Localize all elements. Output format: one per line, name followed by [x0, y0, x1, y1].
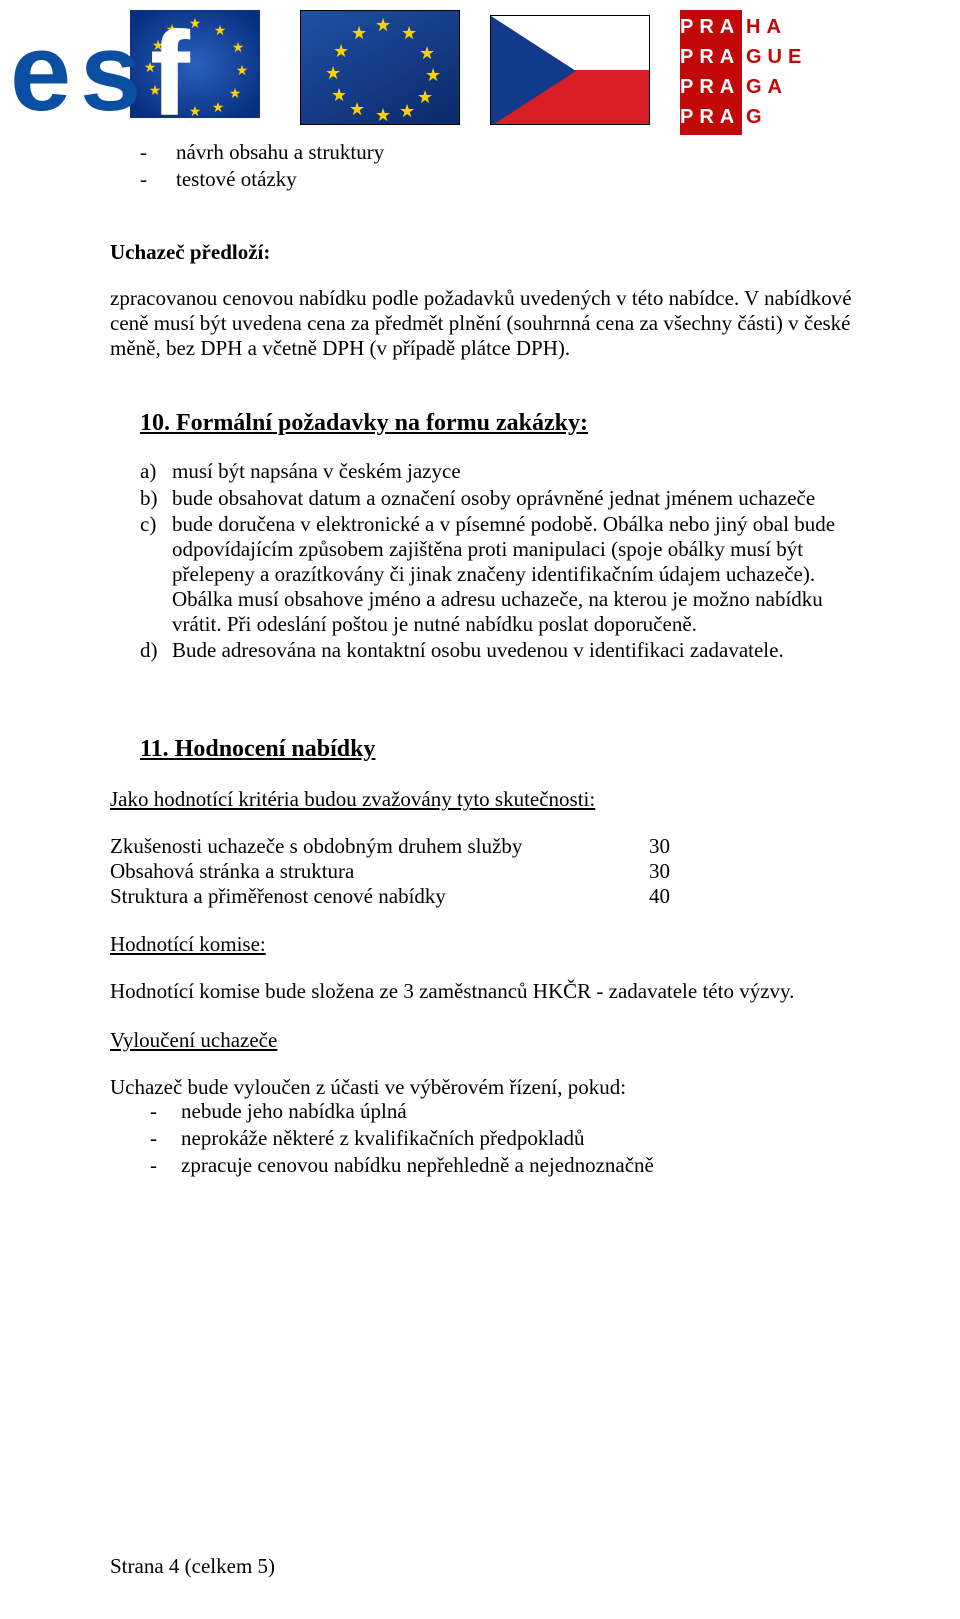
vylouceni-heading: Vyloučení uchazeče [110, 1028, 860, 1053]
criteria-label-3: Struktura a přiměřenost cenové nabídky [110, 884, 610, 909]
praha-right-1: HA [746, 12, 810, 42]
criteria-label-1: Zkušenosti uchazeče s obdobným druhem sl… [110, 834, 610, 859]
criteria-label-2: Obsahová stránka a struktura [110, 859, 610, 884]
dash-icon: - [150, 1099, 157, 1124]
item-marker-d: d) [140, 638, 162, 663]
section-11-number: 11. [140, 736, 169, 762]
dash-icon: - [140, 140, 152, 165]
table-row: Zkušenosti uchazeče s obdobným druhem sl… [110, 834, 860, 859]
praha-right-4: G [746, 102, 810, 132]
list-item: - nebude jeho nabídka úplná [150, 1099, 860, 1124]
svg-text:★: ★ [189, 17, 202, 32]
praha-left-1: PRA [680, 12, 738, 42]
item-marker-c: c) [140, 512, 162, 636]
eu-flag-logo: ★ ★ ★ ★ ★ ★ ★ ★ ★ ★ ★ ★ [300, 10, 460, 125]
praha-logo: PRA PRA PRA PRA HA GUE GA G [680, 10, 810, 135]
dash-icon: - [150, 1153, 157, 1178]
criteria-value-1: 30 [610, 834, 670, 859]
dash-icon: - [140, 167, 152, 192]
czech-flag-logo [490, 15, 650, 125]
criteria-intro: Jako hodnotící kritéria budou zvažovány … [110, 787, 860, 812]
komise-heading: Hodnotící komise: [110, 932, 860, 957]
document-content: - návrh obsahu a struktury - testové otá… [0, 135, 960, 1178]
svg-text:★: ★ [236, 64, 249, 79]
item-marker-b: b) [140, 486, 162, 511]
svg-text:s: s [80, 11, 141, 130]
table-row: Struktura a přiměřenost cenové nabídky 4… [110, 884, 860, 909]
section-10-title: Formální požadavky na formu zakázky: [176, 410, 588, 436]
criteria-value-3: 40 [610, 884, 670, 909]
dash-icon: - [150, 1126, 157, 1151]
list-item: b) bude obsahovat datum a označení osoby… [140, 486, 860, 511]
list-item: c) bude doručena v elektronické a v píse… [140, 512, 860, 636]
vylouceni-item-3: zpracuje cenovou nabídku nepřehledně a n… [181, 1153, 654, 1178]
criteria-table: Zkušenosti uchazeče s obdobným druhem sl… [110, 834, 860, 908]
komise-text: Hodnotící komise bude složena ze 3 zaměs… [110, 979, 860, 1004]
list-item: a) musí být napsána v českém jazyce [140, 459, 860, 484]
svg-text:★: ★ [212, 101, 225, 116]
item-text-b: bude obsahovat datum a označení osoby op… [172, 486, 860, 511]
page-footer: Strana 4 (celkem 5) [110, 1554, 275, 1579]
svg-text:e: e [10, 11, 71, 130]
uchazec-paragraph: zpracovanou cenovou nabídku podle požada… [110, 286, 860, 360]
criteria-value-2: 30 [610, 859, 670, 884]
section-10-heading: 10. Formální požadavky na formu zakázky: [140, 409, 860, 437]
praha-left-3: PRA [680, 72, 738, 102]
table-row: Obsahová stránka a struktura 30 [110, 859, 860, 884]
section-10-list: a) musí být napsána v českém jazyce b) b… [140, 459, 860, 663]
section-10-number: 10. [140, 410, 170, 436]
praha-left-2: PRA [680, 42, 738, 72]
intro-bullet-1: návrh obsahu a struktury [176, 140, 384, 165]
item-text-a: musí být napsána v českém jazyce [172, 459, 860, 484]
list-item: - testové otázky [140, 167, 860, 192]
esf-logo: ★★ ★★ ★★ ★★ ★★ ★★ e s f [10, 10, 270, 130]
praha-left-4: PRA [680, 102, 738, 132]
vylouceni-item-2: neprokáže některé z kvalifikačních předp… [181, 1126, 584, 1151]
section-11-heading: 11. Hodnocení nabídky [140, 735, 860, 763]
section-11-title: Hodnocení nabídky [175, 736, 376, 762]
list-item: - zpracuje cenovou nabídku nepřehledně a… [150, 1153, 860, 1178]
uchazec-heading: Uchazeč předloží: [110, 240, 860, 265]
logo-row: ★★ ★★ ★★ ★★ ★★ ★★ e s f ★ ★ ★ ★ ★ ★ [0, 0, 960, 135]
svg-text:★: ★ [229, 87, 242, 102]
vylouceni-list: - nebude jeho nabídka úplná - neprokáže … [150, 1099, 860, 1177]
vylouceni-intro: Uchazeč bude vyloučen z účasti ve výběro… [110, 1075, 860, 1100]
svg-text:★: ★ [214, 24, 227, 39]
intro-bullet-list: - návrh obsahu a struktury - testové otá… [140, 140, 860, 192]
svg-text:★: ★ [232, 41, 245, 56]
intro-bullet-2: testové otázky [176, 167, 297, 192]
list-item: - návrh obsahu a struktury [140, 140, 860, 165]
praha-right-2: GUE [746, 42, 810, 72]
list-item: d) Bude adresována na kontaktní osobu uv… [140, 638, 860, 663]
list-item: - neprokáže některé z kvalifikačních pře… [150, 1126, 860, 1151]
vylouceni-item-1: nebude jeho nabídka úplná [181, 1099, 407, 1124]
item-marker-a: a) [140, 459, 162, 484]
item-text-d: Bude adresována na kontaktní osobu uvede… [172, 638, 860, 663]
praha-right-3: GA [746, 72, 810, 102]
svg-text:f: f [150, 10, 191, 130]
svg-text:★: ★ [189, 105, 202, 120]
item-text-c: bude doručena v elektronické a v písemné… [172, 512, 860, 636]
